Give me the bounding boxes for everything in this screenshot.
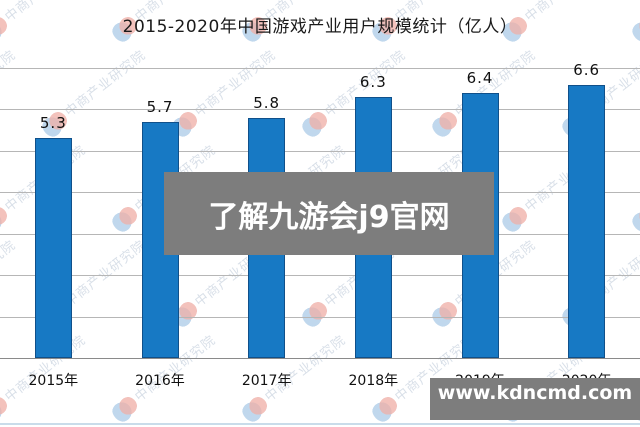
- bar-value-label: 6.4: [466, 68, 494, 87]
- bar-value-label: 6.6: [573, 60, 601, 79]
- gridline: [0, 150, 640, 152]
- gridline: [0, 275, 640, 277]
- x-tick-label: 2018年: [348, 373, 399, 389]
- bar: [34, 138, 72, 358]
- x-tick-label: 2016年: [135, 373, 185, 389]
- bottom-divider: [0, 423, 640, 425]
- x-tick-label: 2017年: [241, 373, 292, 389]
- bar-value-label: 5.8: [253, 93, 281, 112]
- bar-value-label: 6.3: [359, 73, 387, 91]
- gridline: [0, 109, 640, 111]
- chart-title: 2015-2020年中国游戏产业用户规模统计（亿人）: [122, 17, 518, 37]
- center-overlay-banner: 了解九游会j9官网: [164, 172, 494, 255]
- x-axis: 2015年2016年2017年2018年2019年2020年: [0, 360, 640, 400]
- bar-value-label: 5.3: [39, 114, 67, 133]
- x-tick-label: 2015年: [28, 373, 79, 389]
- center-overlay-text: 了解九游会j9官网: [208, 199, 450, 235]
- gridline: [0, 68, 640, 69]
- url-overlay-banner: www.kdncmd.com: [430, 378, 640, 420]
- url-overlay-text: www.kdncmd.com: [437, 382, 633, 404]
- axis-baseline: [0, 358, 640, 359]
- bar: [568, 84, 606, 358]
- bar-value-label: 5.7: [146, 97, 174, 116]
